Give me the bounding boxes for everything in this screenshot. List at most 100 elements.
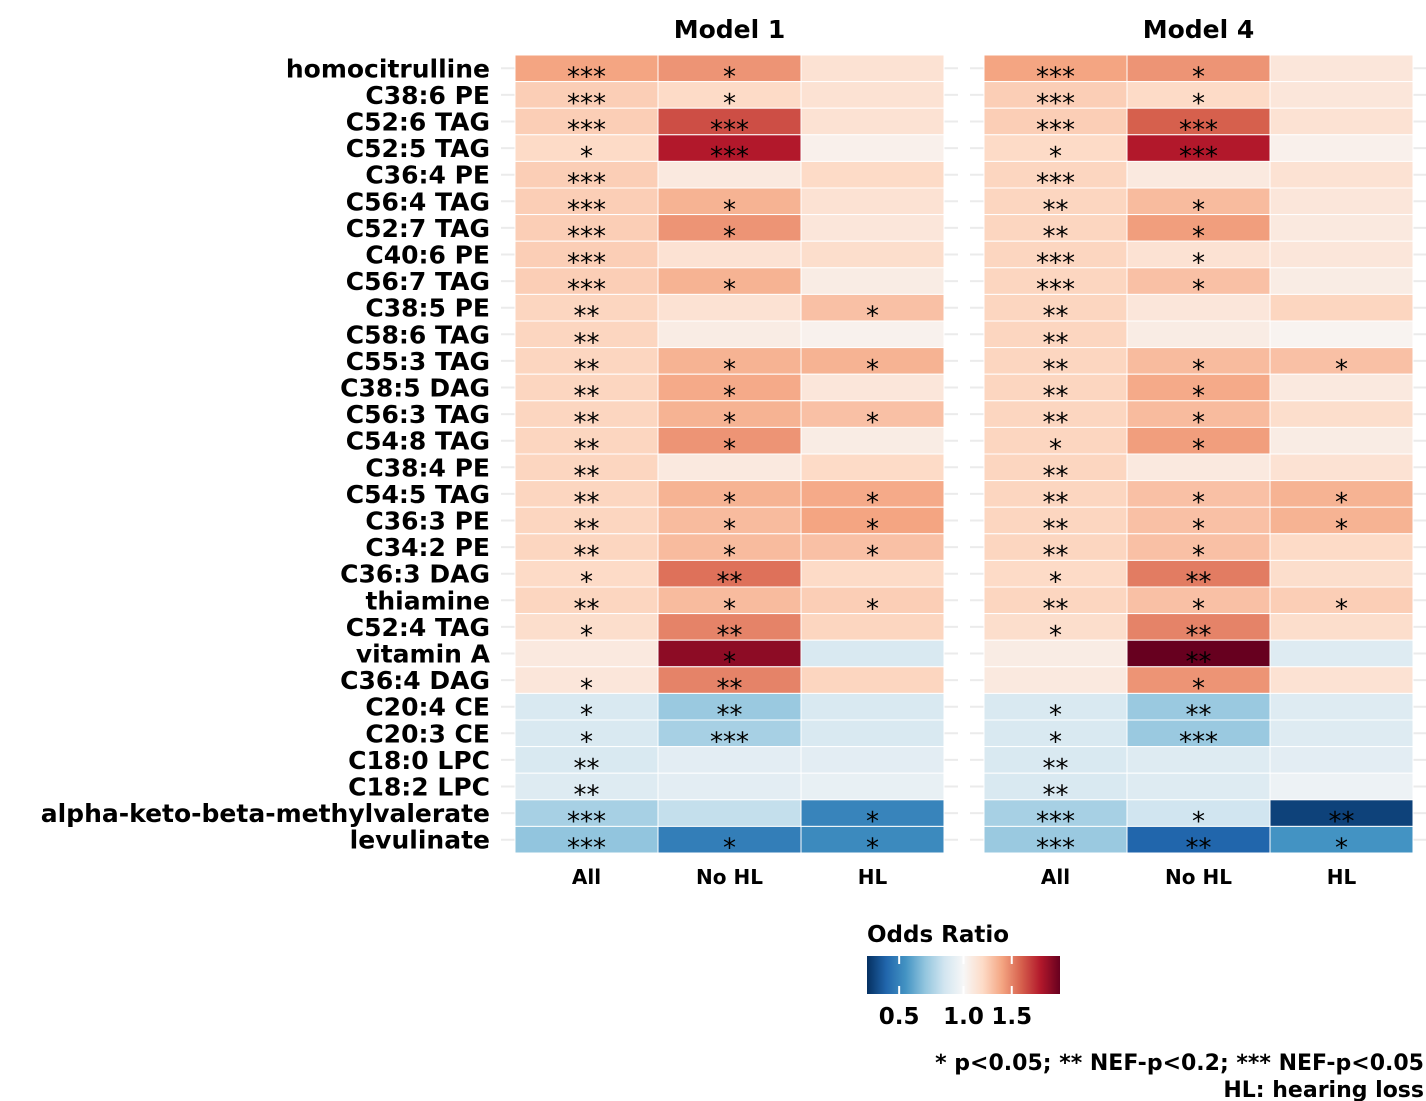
heatmap-cell (1269, 746, 1414, 774)
significance-label: *** (710, 727, 749, 757)
significance-label: * (723, 488, 736, 518)
heatmap-cell (657, 613, 802, 641)
significance-label: ** (1186, 568, 1212, 598)
significance-label: *** (567, 62, 606, 92)
heatmap-cell (800, 506, 945, 535)
significance-label: *** (1036, 62, 1075, 92)
row-label: C38:5 DAG (340, 374, 490, 403)
significance-label: * (1049, 621, 1062, 651)
significance-label: ** (717, 621, 743, 651)
heatmap-cell (514, 214, 659, 242)
panel-title-model-1: Model 1 (674, 15, 786, 44)
heatmap-cell (983, 426, 1128, 455)
significance-label: *** (567, 89, 606, 119)
heatmap-cell (800, 825, 945, 854)
heatmap-cell (800, 453, 945, 482)
legend-tick-label: 1.0 (943, 1004, 984, 1030)
heatmap-cell (800, 267, 945, 295)
significance-label: * (723, 195, 736, 225)
significance-label: ** (717, 701, 743, 731)
significance-label: ** (717, 674, 743, 704)
significance-label: ** (1043, 488, 1069, 518)
heatmap-cell (657, 533, 802, 561)
heatmap-cell (1269, 506, 1414, 535)
row-label: C40:6 PE (365, 241, 490, 270)
heatmap-cell (514, 692, 659, 721)
heatmap-cell (1126, 480, 1271, 508)
row-label: C52:4 TAG (346, 613, 490, 642)
significance-label: *** (1036, 89, 1075, 119)
significance-label: * (1049, 701, 1062, 731)
heatmap-cell (514, 799, 659, 827)
heatmap-cell (983, 187, 1128, 216)
row-label: C52:7 TAG (346, 214, 490, 243)
heatmap-cell (1269, 453, 1414, 482)
heatmap-cell (657, 825, 802, 854)
significance-label: ** (1043, 515, 1069, 545)
heatmap-cell (1126, 533, 1271, 561)
significance-label: *** (567, 169, 606, 199)
heatmap-cell (1269, 134, 1414, 162)
heatmap-cell (657, 426, 802, 455)
heatmap-cell (1126, 453, 1271, 482)
row-label: thiamine (365, 586, 490, 615)
row-label: C58:6 TAG (346, 320, 490, 349)
heatmap-cell (1126, 54, 1271, 83)
heatmap-cell (514, 559, 659, 588)
significance-label: * (723, 222, 736, 252)
heatmap-cell (800, 134, 945, 162)
row-label: C54:5 TAG (346, 480, 490, 509)
significance-label: *** (1179, 116, 1218, 146)
significance-label: * (580, 621, 593, 651)
heatmap-cell (514, 825, 659, 854)
significance-label: ** (1186, 621, 1212, 651)
heatmap-cell (1269, 692, 1414, 721)
heatmap-cell (657, 506, 802, 535)
significance-label: ** (1186, 834, 1212, 864)
heatmap-cell (800, 533, 945, 561)
significance-label: * (1192, 275, 1205, 305)
heatmap-cell (800, 160, 945, 189)
heatmap-cell (800, 347, 945, 375)
significance-label: ** (574, 515, 600, 545)
heatmap-cell (800, 426, 945, 455)
heatmap-cell (1126, 639, 1271, 668)
heatmap-cell (514, 426, 659, 455)
significance-label: * (1192, 62, 1205, 92)
heatmap-cell (514, 746, 659, 774)
significance-label: *** (1036, 807, 1075, 837)
heatmap-cell (514, 81, 659, 109)
heatmap-cell (1269, 772, 1414, 801)
row-label: C52:6 TAG (346, 108, 490, 137)
heatmap-cell (514, 267, 659, 295)
significance-label: * (580, 674, 593, 704)
heatmap-cell (983, 160, 1128, 189)
significance-label: * (1192, 674, 1205, 704)
row-label: C36:3 PE (365, 507, 490, 536)
significance-label: * (723, 408, 736, 438)
column-labels: All No HL HL All No HL HL (572, 865, 1357, 889)
heatmap-cells (514, 54, 1414, 854)
heatmap-cell (1126, 214, 1271, 242)
row-label: C56:7 TAG (346, 267, 490, 296)
significance-label: *** (710, 116, 749, 146)
significance-label: ** (1043, 195, 1069, 225)
heatmap-cell (514, 586, 659, 615)
significance-label: * (1192, 594, 1205, 624)
heatmap-cell (1269, 320, 1414, 349)
heatmap-cell (657, 373, 802, 402)
heatmap-cell (1269, 54, 1414, 83)
panel-titles: Model 1 Model 4 (674, 15, 1255, 44)
significance-label: * (723, 834, 736, 864)
significance-label: ** (574, 302, 600, 332)
heatmap-cell (657, 480, 802, 508)
heatmap-cell (657, 320, 802, 349)
significance-label: * (723, 355, 736, 385)
significance-label: ** (717, 568, 743, 598)
heatmap-cell (514, 453, 659, 482)
significance-label: ** (1043, 355, 1069, 385)
heatmap-cell (657, 400, 802, 428)
significance-label: ** (1043, 328, 1069, 358)
heatmap-cell (983, 825, 1128, 854)
heatmap-cell (800, 81, 945, 109)
